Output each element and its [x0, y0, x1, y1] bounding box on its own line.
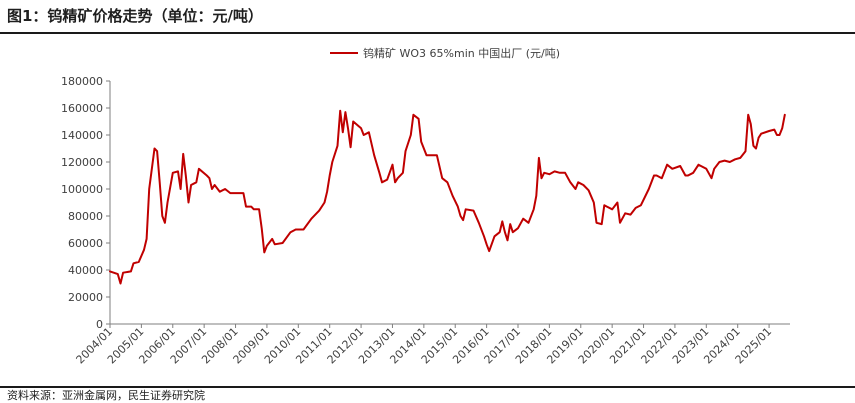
- figure-title: 图1：钨精矿价格走势（单位：元/吨）: [7, 7, 263, 25]
- y-tick-label: 60000: [68, 237, 103, 250]
- y-tick-label: 180000: [61, 75, 103, 88]
- title-rule: [0, 32, 855, 34]
- footer-rule: [0, 386, 855, 388]
- y-tick-label: 140000: [61, 129, 103, 142]
- y-axis: 0 20000 40000 60000 80000 100000 120000 140000 1…: [61, 75, 111, 331]
- y-tick-label: 0: [96, 318, 103, 331]
- legend-label: 钨精矿 WO3 65%min 中国出厂 (元/吨): [363, 46, 560, 60]
- legend: 钨精矿 WO3 65%min 中国出厂 (元/吨): [330, 46, 560, 60]
- series-line: [109, 109, 786, 285]
- y-tick-label: 20000: [68, 291, 103, 304]
- y-tick-label: 80000: [68, 210, 103, 223]
- y-tick-label: 160000: [61, 102, 103, 115]
- y-tick-label: 40000: [68, 264, 103, 277]
- y-tick-label: 120000: [61, 156, 103, 169]
- y-tick-label: 100000: [61, 183, 103, 196]
- source-note: 资料来源：亚洲金属网，民生证券研究院: [7, 389, 205, 402]
- x-axis: 2004/012005/012006/012007/012008/012009/…: [74, 323, 790, 366]
